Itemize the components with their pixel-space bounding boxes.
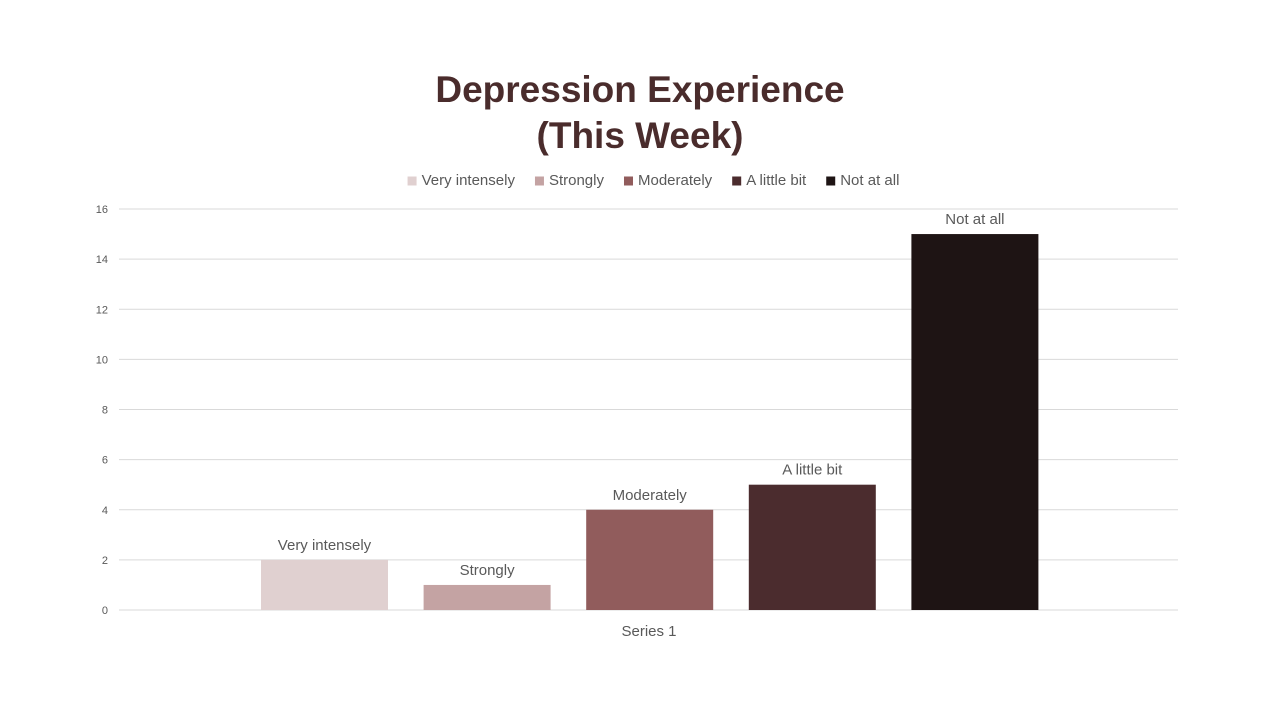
legend-label: Very intensely <box>422 172 516 189</box>
y-tick-label: 10 <box>96 354 108 366</box>
y-axis-tick-labels: 0 2 4 6 8 10 12 14 16 <box>96 204 108 617</box>
bar-very-intensely <box>261 559 388 610</box>
legend-swatch <box>407 176 417 186</box>
legend-swatch <box>732 176 742 186</box>
y-tick-label: 16 <box>96 204 108 216</box>
y-tick-label: 6 <box>102 455 108 467</box>
bar-moderately <box>586 509 714 610</box>
legend-label: Strongly <box>549 172 605 189</box>
data-label: Moderately <box>613 487 688 504</box>
data-label: A little bit <box>782 462 843 479</box>
data-label: Strongly <box>460 562 516 579</box>
chart-title-line-1: Depression Experience <box>435 69 845 110</box>
data-label: Very intensely <box>278 537 372 554</box>
y-tick-label: 14 <box>96 254 108 266</box>
bars <box>261 234 1039 610</box>
y-tick-label: 8 <box>102 405 108 417</box>
legend: Very intensely Strongly Moderately A little… <box>407 172 899 189</box>
y-tick-label: 4 <box>102 505 108 517</box>
data-labels: Very intensely Strongly Moderately A little… <box>278 211 1005 579</box>
y-tick-label: 12 <box>96 304 108 316</box>
legend-label: Not at all <box>840 172 899 189</box>
legend-swatch <box>826 176 836 186</box>
data-label: Not at all <box>945 211 1004 228</box>
bar-a-little-bit <box>748 484 876 610</box>
y-tick-label: 0 <box>102 605 108 617</box>
bar-strongly <box>423 584 551 610</box>
x-category-label: Series 1 <box>621 623 676 640</box>
legend-label: Moderately <box>638 172 713 189</box>
bar-not-at-all <box>911 234 1039 610</box>
chart-title-line-2: (This Week) <box>536 115 744 156</box>
legend-swatch <box>623 176 633 186</box>
legend-label: A little bit <box>746 172 807 189</box>
y-tick-label: 2 <box>102 555 108 567</box>
legend-swatch <box>534 176 544 186</box>
